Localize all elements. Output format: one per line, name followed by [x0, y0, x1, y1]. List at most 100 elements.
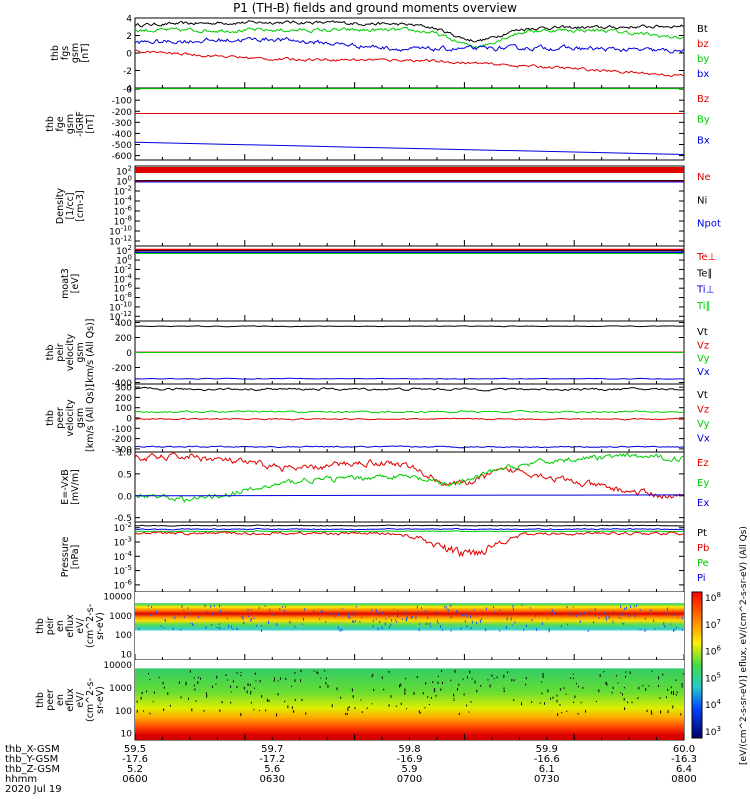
y-tick-label: 10 — [121, 651, 133, 661]
spectrogram-speckle — [243, 621, 245, 625]
spectrogram-speckle — [541, 692, 543, 695]
spectrogram-speckle — [556, 699, 558, 703]
y-axis-label-line: [nPa] — [70, 545, 81, 570]
spectrogram-speckle — [470, 627, 472, 630]
spectrogram-speckle — [667, 688, 669, 691]
spectrogram-speckle — [301, 698, 303, 702]
spectrogram-speckle — [462, 678, 464, 680]
spectrogram-speckle — [254, 673, 256, 675]
spectrogram-speckle — [352, 620, 354, 623]
spectrogram-speckle — [458, 683, 460, 686]
spectrogram-speckle — [373, 688, 375, 691]
spectrogram-speckle — [404, 612, 406, 615]
spectrogram-speckle — [467, 676, 469, 679]
spectrogram-speckle — [604, 611, 606, 614]
spectrogram-speckle — [444, 605, 446, 608]
x-axis-row-label: thb_X-GSM — [5, 744, 60, 755]
spectrogram-speckle — [250, 619, 252, 622]
spectrogram-speckle — [594, 614, 596, 617]
spectrogram-speckle — [506, 617, 508, 621]
spectrogram-speckle — [375, 608, 377, 612]
spectrogram-speckle — [282, 606, 284, 608]
spectrogram-speckle — [680, 713, 682, 716]
y-axis-label: thb fge gsm -IGRF [nT] — [45, 111, 96, 137]
y-axis-label-line: eV/ — [75, 617, 86, 633]
spectrogram-speckle — [390, 623, 392, 626]
spectrogram-speckle — [665, 696, 667, 699]
spectrogram-speckle — [536, 628, 538, 631]
spectrogram-speckle — [351, 688, 353, 692]
spectrogram-speckle — [325, 620, 327, 623]
panel-data — [135, 20, 684, 78]
spectrogram-speckle — [383, 688, 385, 691]
spectrogram-speckle — [644, 628, 646, 632]
spectrogram-speckle — [445, 606, 447, 610]
spectrogram-speckle — [548, 628, 550, 630]
spectrogram-speckle — [463, 612, 465, 615]
spectrogram-speckle — [361, 616, 363, 619]
panel-data — [135, 386, 684, 449]
series-ne-band — [135, 167, 684, 173]
spectrogram-speckle — [575, 682, 577, 685]
spectrogram-speckle — [424, 707, 426, 709]
spectrogram-speckle — [654, 628, 656, 630]
spectrogram-speckle — [574, 695, 576, 699]
spectrogram-speckle — [340, 696, 342, 699]
panel-data — [135, 325, 684, 380]
legend-vz: Vz — [697, 405, 709, 416]
spectrogram-speckle — [250, 609, 252, 611]
spectrogram-speckle — [450, 604, 452, 607]
spectrogram-speckle — [284, 605, 286, 608]
spectrogram-speckle — [525, 624, 527, 628]
spectrogram-speckle — [276, 623, 278, 626]
spectrogram-speckle — [570, 613, 572, 615]
y-axis-label-line: (cm^2-s- — [85, 678, 96, 722]
y-axis-label-line: en — [55, 694, 66, 706]
spectrogram-speckle — [293, 710, 295, 713]
spectrogram-speckle — [492, 605, 494, 609]
spectrogram-speckle — [405, 677, 407, 680]
spectrogram-speckle — [539, 702, 541, 704]
spectrogram-speckle — [480, 684, 482, 687]
spectrogram-speckle — [355, 620, 357, 623]
y-tick-label: -200 — [112, 364, 133, 374]
spectrogram-speckle — [416, 605, 418, 609]
y-axis-label-line: [km/s (All Qs)] — [85, 384, 96, 452]
spectrogram-speckle — [551, 609, 553, 613]
spectrogram-speckle — [501, 613, 503, 617]
spectrogram-speckle — [183, 616, 185, 619]
spectrogram-speckle — [268, 699, 270, 703]
spectrogram-speckle — [354, 707, 356, 710]
y-tick-label: 10000 — [103, 592, 132, 602]
spectrogram-speckle — [603, 671, 605, 673]
spectrogram-speckle — [577, 685, 579, 688]
spectrogram-speckle — [279, 607, 281, 610]
spectrogram-speckle — [650, 609, 652, 612]
spectrogram-speckle — [466, 615, 468, 618]
spectrogram-speckle — [147, 605, 149, 607]
spectrogram-speckle — [206, 694, 208, 698]
spectrogram-speckle — [542, 675, 544, 679]
y-tick-label: 10-6 — [114, 205, 133, 218]
spectrogram-speckle — [250, 690, 252, 694]
spectrogram-speckle — [673, 629, 675, 633]
spectrogram-speckle — [634, 614, 636, 618]
legend-by: by — [697, 54, 709, 65]
legend-vt: Vt — [697, 390, 708, 401]
y-tick-label: 10-2 — [114, 521, 132, 534]
spectrogram-speckle — [560, 624, 562, 628]
spectrogram-speckle — [395, 705, 397, 707]
spectrogram-speckle — [666, 607, 668, 611]
y-tick-label: 0.0 — [118, 492, 133, 502]
spectrogram-speckle — [341, 607, 343, 609]
spectrogram-speckle — [650, 612, 652, 615]
y-tick-label: -300 — [112, 445, 133, 455]
y-tick-label: 10-10 — [109, 300, 132, 313]
spectrogram-speckle — [190, 622, 192, 624]
spectrogram-speckle — [232, 628, 234, 630]
spectrogram-speckle — [420, 607, 422, 609]
spectrogram-speckle — [599, 674, 601, 677]
spectrogram-speckle — [410, 617, 412, 619]
spectrogram-speckle — [337, 626, 339, 629]
